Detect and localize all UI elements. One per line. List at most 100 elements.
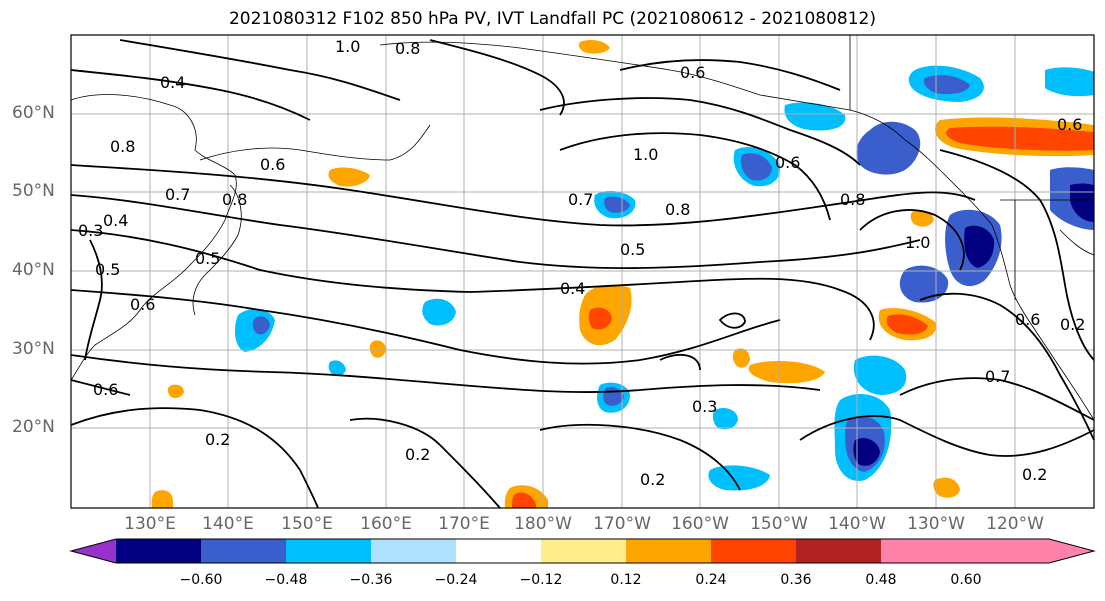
contour-label: 0.5 [95,260,120,279]
contour-label: 0.6 [1015,310,1040,329]
positive-anomaly [946,126,1094,151]
contour-label: 0.8 [110,137,135,156]
contour-label: 0.6 [775,153,800,172]
colorbar-tick: −0.60 [179,572,223,588]
contour-label: 0.6 [130,295,155,314]
negative-anomaly [923,75,970,95]
colorbar-bin [371,539,456,563]
contour-label: 0.8 [665,200,690,219]
pv-contours [70,39,1095,509]
colorbar-bin [541,539,626,563]
contour-label: 0.8 [395,39,420,58]
contour-label: 0.8 [840,190,865,209]
contour-label: 0.4 [103,211,128,230]
negative-anomaly [853,438,880,466]
contour-label: 0.6 [680,63,705,82]
contour-label: 0.2 [1060,315,1085,334]
lon-label: 150°W [750,514,808,534]
positive-anomaly [151,490,173,508]
contour-label: 0.8 [222,190,247,209]
contour-label-group: 1.0 0.8 0.4 0.6 0.8 0.7 0.8 0.3 0.4 0.5 … [78,37,1085,489]
lat-label: 40°N [12,260,55,280]
colorbar-bin [201,539,286,563]
contour-label: 1.0 [633,145,658,164]
lon-label: 180°W [514,514,572,534]
negative-anomaly [784,102,846,131]
colorbar-bin [116,539,201,563]
chart-title: 2021080312 F102 850 hPa PV, IVT Landfall… [228,9,876,29]
contour-label: 0.7 [568,190,593,209]
contour-label: 0.2 [1022,465,1047,484]
colorbar-bin [711,539,796,563]
negative-anomaly [708,465,770,491]
contour-label: 0.5 [620,240,645,259]
lon-label: 170°W [593,514,651,534]
negative-anomaly [964,225,995,268]
lon-label: 120°W [986,514,1044,534]
negative-anomaly [328,360,346,377]
negative-anomaly [712,408,738,430]
contour-label: 0.2 [640,470,665,489]
lon-label: 140°W [828,514,886,534]
contour-label: 0.3 [78,221,103,240]
colorbar-tick: 0.48 [865,572,897,588]
contour-label: 0.7 [165,185,190,204]
contour-label: 0.4 [160,73,185,92]
colorbar-tick: 0.60 [950,572,982,588]
positive-anomaly [328,167,370,187]
positive-anomaly [588,307,612,330]
colorbar-outline [69,538,1096,564]
positive-anomaly [886,314,928,335]
contour-label: 0.6 [93,380,118,399]
gridlines [71,35,1094,508]
colorbar-extend-high [1049,539,1094,563]
lon-label: 160°E [360,514,412,534]
colorbar-bin [286,539,371,563]
colorbar-bin [626,539,711,563]
positive-anomaly [910,210,934,227]
negative-anomaly [422,298,456,326]
negative-anomaly [741,153,772,181]
negative-anomaly [1070,183,1094,222]
colorbar-bin [881,539,966,563]
positive-anomaly [167,384,184,399]
lat-label: 30°N [12,339,55,359]
contour-label: 0.7 [985,367,1010,386]
colorbar-tick: −0.24 [434,572,478,588]
colorbar-tick: −0.36 [349,572,393,588]
negative-anomaly [252,316,270,335]
lat-label: 20°N [12,417,55,437]
colorbar-tick: 0.24 [695,572,727,588]
negative-anomaly [856,121,921,175]
lat-label: 60°N [12,103,55,123]
lat-label: 50°N [12,181,55,201]
contour-label: 1.0 [905,233,930,252]
lon-label: 170°E [438,514,490,534]
positive-anomaly [748,360,825,384]
lon-label: 140°E [202,514,254,534]
colorbar-tick: −0.12 [519,572,563,588]
map-frame [70,34,1095,509]
contour-label: 1.0 [335,37,360,56]
positive-anomaly [512,492,536,508]
contour-label: 0.6 [1057,115,1082,134]
lon-label: 130°W [907,514,965,534]
contour-label: 0.5 [195,249,220,268]
contour-label: 0.6 [260,155,285,174]
colorbar-bin [966,539,1049,563]
positive-anomaly [933,477,960,498]
colorbar-bin [456,539,541,563]
negative-anomaly [1045,67,1094,97]
contour-label: 0.2 [405,445,430,464]
contour-label: 0.3 [692,397,717,416]
negative-anomaly [853,355,907,395]
lon-label: 160°W [671,514,729,534]
colorbar-tick: −0.48 [264,572,308,588]
contour-label: 0.2 [205,430,230,449]
coastlines [70,35,1095,421]
colorbar-tick: 0.36 [780,572,812,588]
colorbar-tick: 0.12 [610,572,642,588]
positive-anomaly [369,340,386,358]
negative-anomaly [604,196,630,213]
